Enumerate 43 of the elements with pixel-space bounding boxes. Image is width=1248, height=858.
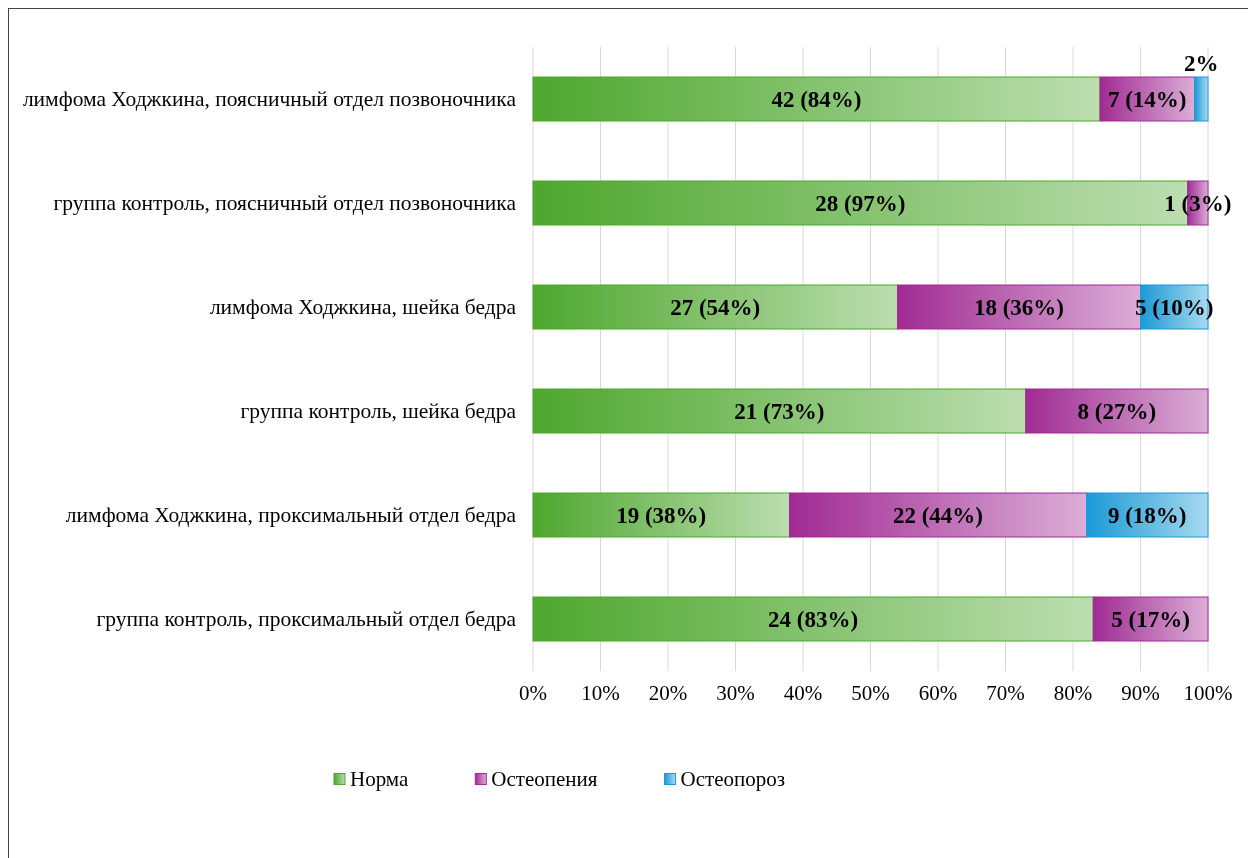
- bar: [1194, 76, 1209, 122]
- bar: [532, 388, 1027, 434]
- bar: [532, 492, 790, 538]
- data-label: 2%: [1184, 50, 1219, 76]
- data-label: 5 (17%): [1111, 606, 1190, 632]
- data-label: 27 (54%): [670, 294, 761, 320]
- x-tick-label: 0%: [519, 681, 547, 705]
- x-tick-label: 50%: [851, 681, 890, 705]
- x-tick-label: 90%: [1121, 681, 1160, 705]
- x-tick-label: 10%: [581, 681, 620, 705]
- data-label: 21 (73%): [734, 398, 825, 424]
- x-tick-label: 20%: [648, 681, 688, 705]
- data-label: 19 (38%): [616, 502, 707, 528]
- data-label: 42 (84%): [771, 86, 862, 112]
- x-tick-label: 60%: [918, 681, 958, 705]
- legend-label: Остеопороз: [680, 767, 786, 791]
- x-tick-label: 40%: [783, 681, 823, 705]
- legend-label: Норма: [349, 767, 409, 791]
- bar: [789, 492, 1087, 538]
- x-tick-label: 70%: [986, 681, 1025, 705]
- y-tick-label: лимфома Ходжкина, поясничный отдел позвоночника: [22, 87, 517, 111]
- data-label: 8 (27%): [1077, 398, 1157, 424]
- data-label: 24 (83%): [768, 606, 859, 632]
- x-tick-label: 100%: [1183, 681, 1233, 705]
- bar: [532, 284, 898, 330]
- y-tick-label: лимфома Ходжкина, проксимальный отдел бедра: [65, 503, 517, 527]
- bar: [1086, 492, 1209, 538]
- data-label: 22 (44%): [892, 502, 984, 528]
- y-tick-label: группа контроль, поясничный отдел позвоночника: [53, 191, 517, 215]
- x-tick-label: 30%: [716, 681, 755, 705]
- bar: [532, 596, 1094, 642]
- y-tick-label: лимфома Ходжкина, шейка бедра: [209, 295, 517, 319]
- y-tick-label: группа контроль, шейка бедра: [240, 399, 517, 423]
- x-tick-label: 80%: [1053, 681, 1093, 705]
- legend-label: Остеопения: [491, 767, 598, 791]
- data-label: 9 (18%): [1107, 502, 1187, 528]
- y-tick-label: группа контроль, проксимальный отдел бедра: [96, 607, 517, 631]
- bar: [1025, 388, 1209, 434]
- data-label: 28 (97%): [815, 190, 906, 216]
- data-label: 18 (36%): [973, 294, 1065, 320]
- bar: [1092, 596, 1209, 642]
- bar: [532, 76, 1101, 122]
- data-label: 7 (14%): [1107, 86, 1187, 112]
